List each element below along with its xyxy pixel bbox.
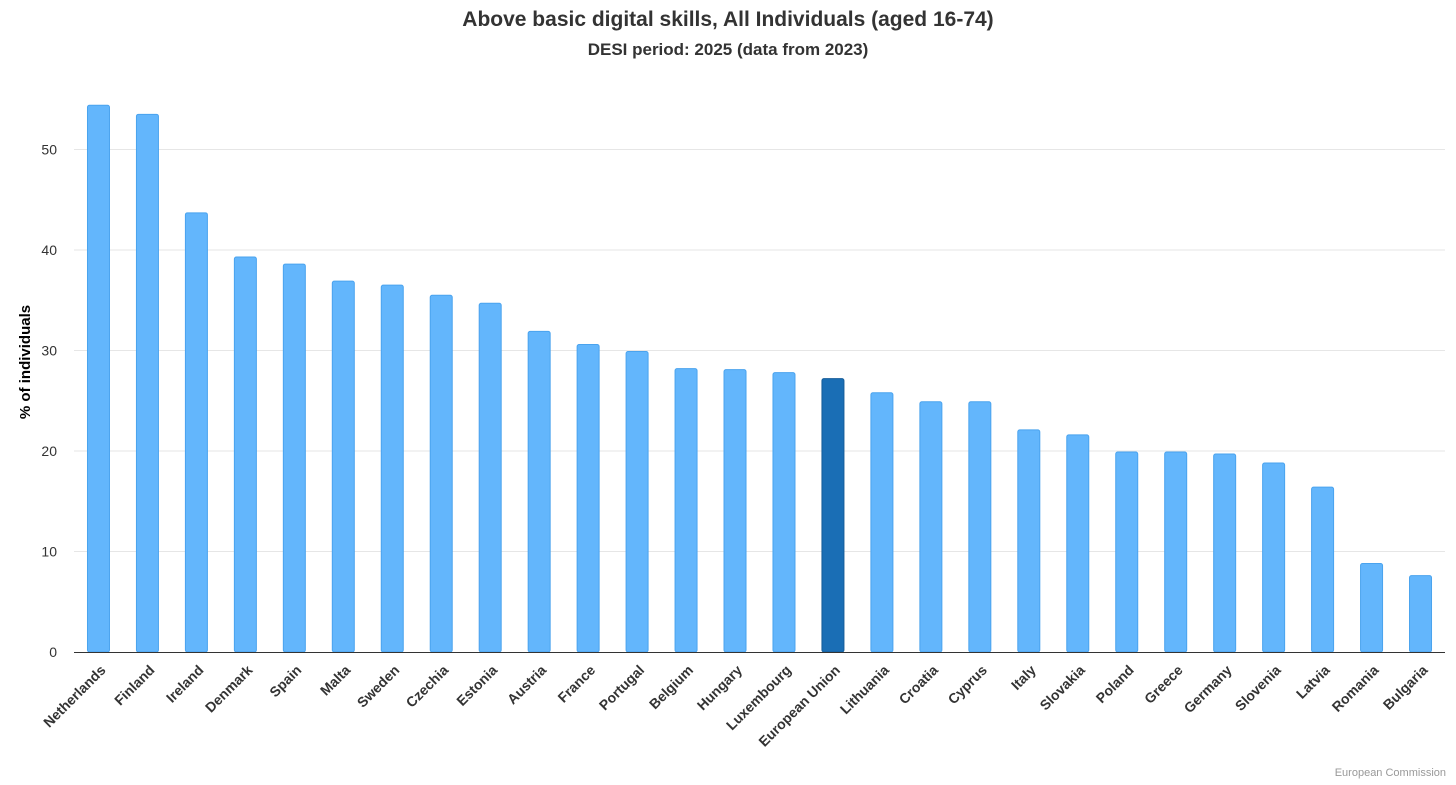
x-tick-label: Greece (1141, 662, 1186, 707)
chart-title: Above basic digital skills, All Individu… (462, 8, 994, 31)
x-tick-label: Lithuania (837, 662, 892, 717)
bar[interactable] (380, 284, 404, 653)
x-tick-label: Czechia (403, 662, 452, 711)
bar[interactable] (233, 256, 257, 653)
x-tick-label: Slovenia (1232, 662, 1284, 714)
x-tick-label: Malta (317, 662, 354, 699)
bar[interactable] (184, 212, 208, 653)
bar[interactable] (674, 368, 698, 653)
bar[interactable] (723, 369, 747, 653)
bar[interactable] (1164, 451, 1188, 653)
y-tick-label: 50 (41, 142, 57, 158)
bar[interactable] (1262, 462, 1286, 653)
x-tick-label: Ireland (163, 662, 207, 706)
gridlines (74, 149, 1445, 552)
bar[interactable] (478, 302, 502, 653)
bar[interactable] (1360, 563, 1384, 653)
x-tick-label: Slovakia (1036, 662, 1088, 714)
bar[interactable] (625, 351, 649, 653)
y-axis-title: % of individuals (17, 305, 34, 419)
x-tick-label: Romania (1329, 662, 1382, 715)
x-tick-label: Croatia (896, 662, 942, 708)
bar[interactable] (1115, 451, 1139, 653)
y-tick-label: 10 (41, 544, 57, 560)
credits-link[interactable]: European Commission (1334, 767, 1446, 779)
y-tick-label: 0 (49, 644, 57, 660)
bar[interactable] (1409, 575, 1433, 653)
bar[interactable] (1311, 486, 1335, 653)
bar[interactable] (968, 401, 992, 653)
bar[interactable] (135, 113, 159, 653)
bars (86, 104, 1433, 653)
bar[interactable] (86, 104, 110, 653)
bar[interactable] (1017, 429, 1041, 653)
x-tick-label: Sweden (354, 662, 403, 711)
x-tick-label: Spain (266, 662, 304, 700)
bar[interactable] (576, 343, 600, 653)
x-tick-label: Portugal (596, 662, 647, 713)
x-tick-label: Poland (1093, 662, 1137, 706)
x-tick-label: Austria (504, 662, 550, 708)
bar[interactable] (919, 401, 943, 653)
x-tick-label: France (554, 662, 598, 706)
x-tick-label: Hungary (694, 662, 746, 714)
y-tick-label: 30 (41, 343, 57, 359)
bar[interactable] (429, 294, 453, 653)
x-tick-label: Italy (1008, 662, 1039, 693)
y-tick-label: 40 (41, 242, 57, 258)
bar[interactable] (282, 263, 306, 653)
bar[interactable] (1066, 434, 1090, 653)
x-tick-label: Latvia (1293, 662, 1333, 702)
bar[interactable] (821, 378, 845, 653)
x-tick-label: Denmark (202, 662, 256, 716)
bar[interactable] (331, 280, 355, 653)
bar[interactable] (527, 330, 551, 653)
x-tick-label: Cyprus (945, 662, 991, 708)
x-tick-label: Belgium (646, 662, 696, 712)
y-tick-label: 20 (41, 443, 57, 459)
bar[interactable] (870, 392, 894, 653)
x-tick-label: Estonia (453, 662, 500, 709)
y-axis-ticks: 0 10 20 30 40 50 (41, 142, 57, 661)
x-tick-label: Netherlands (40, 662, 109, 731)
x-tick-label: Germany (1181, 662, 1235, 716)
x-tick-label: Finland (111, 662, 158, 709)
chart-subtitle: DESI period: 2025 (data from 2023) (587, 40, 869, 59)
bar[interactable] (772, 372, 796, 653)
bar[interactable] (1213, 453, 1237, 653)
x-tick-label: Bulgaria (1380, 662, 1431, 713)
